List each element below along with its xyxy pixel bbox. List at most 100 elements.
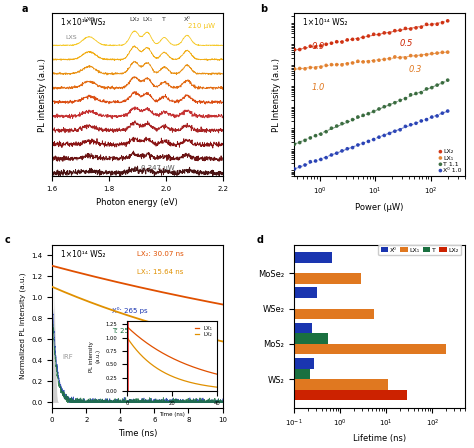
LX₂ — [333, 38, 340, 45]
T 1.1 — [328, 125, 335, 132]
LX₁ — [438, 49, 446, 56]
LX₁ — [317, 64, 325, 71]
Legend: LX₂, LX₁, T 1.1, X⁰ 1.0: LX₂, LX₁, T 1.1, X⁰ 1.0 — [439, 149, 461, 173]
LX₂ — [344, 36, 351, 43]
X⁰ 1.0 — [412, 120, 420, 127]
LX₁ — [375, 56, 383, 64]
Text: d: d — [256, 235, 264, 245]
Bar — [0, 369, 310, 379]
Text: LX₁: 15.64 ns: LX₁: 15.64 ns — [137, 269, 184, 275]
Bar — [0, 379, 388, 390]
LX₁ — [418, 52, 425, 59]
LX₂ — [412, 24, 420, 31]
LX₁ — [433, 50, 441, 57]
LX₁ — [307, 64, 314, 71]
Legend: X⁰, LX₁, T, LX₂: X⁰, LX₁, T, LX₂ — [378, 245, 461, 255]
T 1.1 — [407, 91, 414, 99]
T 1.1 — [307, 134, 314, 142]
T 1.1 — [444, 77, 451, 84]
T 1.1 — [317, 130, 325, 138]
LX₂ — [396, 26, 404, 34]
LX₂ — [370, 31, 377, 38]
Text: LX₂: 30.07 ns: LX₂: 30.07 ns — [137, 251, 184, 257]
T 1.1 — [365, 110, 372, 117]
LX₁ — [407, 52, 414, 59]
LX₂ — [359, 34, 367, 41]
T 1.1 — [359, 112, 367, 119]
X⁰ 1.0 — [433, 112, 441, 120]
X⁰ 1.0 — [381, 132, 388, 139]
LX₂ — [296, 46, 303, 53]
LX₁ — [338, 61, 346, 69]
LX₂ — [322, 41, 330, 48]
Text: 1×10¹⁴ WS₂: 1×10¹⁴ WS₂ — [61, 250, 105, 258]
Y-axis label: Normalized PL intensity (a.u.): Normalized PL intensity (a.u.) — [19, 273, 26, 379]
LX₁ — [370, 57, 377, 65]
X-axis label: Time (ns): Time (ns) — [118, 429, 157, 438]
Text: X⁰: X⁰ — [183, 17, 191, 22]
X-axis label: Power (μW): Power (μW) — [355, 203, 403, 212]
LX₂ — [312, 43, 319, 51]
X⁰ 1.0 — [391, 128, 399, 135]
LX₁ — [291, 65, 298, 73]
Text: 0.3: 0.3 — [408, 65, 422, 74]
LX₂ — [307, 43, 314, 50]
Y-axis label: PL intensity (a.u.): PL intensity (a.u.) — [37, 58, 46, 132]
Text: LXS: LXS — [83, 17, 95, 22]
LX₂ — [438, 19, 446, 26]
X⁰ 1.0 — [423, 116, 430, 123]
LX₂ — [338, 39, 346, 46]
X⁰ 1.0 — [418, 117, 425, 125]
Bar — [0, 358, 314, 369]
X⁰ 1.0 — [296, 163, 303, 170]
LX₁ — [396, 54, 404, 61]
LX₂ — [433, 21, 441, 28]
LX₂ — [375, 31, 383, 38]
T 1.1 — [312, 132, 319, 139]
LX₁ — [322, 62, 330, 69]
T 1.1 — [428, 84, 436, 91]
Bar — [0, 344, 446, 354]
T 1.1 — [354, 113, 362, 121]
X⁰ 1.0 — [396, 126, 404, 134]
X⁰ 1.0 — [301, 161, 309, 168]
T 1.1 — [301, 137, 309, 144]
LX₁ — [301, 65, 309, 73]
Bar — [0, 288, 318, 298]
LX₂ — [423, 21, 430, 28]
X⁰ 1.0 — [317, 156, 325, 163]
LX₁ — [423, 51, 430, 58]
T 1.1 — [433, 82, 441, 89]
LX₂ — [349, 36, 356, 43]
Bar — [0, 390, 407, 400]
X⁰ 1.0 — [375, 134, 383, 141]
X-axis label: Photon energy (eV): Photon energy (eV) — [97, 198, 178, 207]
LX₁ — [381, 56, 388, 63]
Bar — [0, 309, 374, 319]
LX₂ — [365, 32, 372, 39]
LX₁ — [386, 55, 393, 62]
LX₁ — [391, 53, 399, 60]
T 1.1 — [291, 141, 298, 148]
Text: T: 257 ps: T: 257 ps — [112, 328, 144, 334]
Text: 0.9: 0.9 — [311, 42, 325, 51]
T 1.1 — [349, 116, 356, 123]
X⁰ 1.0 — [307, 158, 314, 165]
Bar — [0, 323, 312, 333]
Text: IRF: IRF — [63, 354, 73, 360]
LX₂ — [381, 29, 388, 36]
Bar — [0, 333, 328, 344]
LX₁ — [401, 54, 409, 61]
T 1.1 — [401, 95, 409, 102]
T 1.1 — [386, 101, 393, 108]
LX₂ — [328, 39, 335, 47]
Text: X⁰: 265 ps: X⁰: 265 ps — [112, 307, 147, 314]
LX₁ — [428, 50, 436, 57]
Y-axis label: PL Intensity (a.u.): PL Intensity (a.u.) — [272, 58, 281, 132]
T 1.1 — [423, 86, 430, 93]
Bar — [0, 273, 361, 284]
Text: 1×10¹⁴ WS₂: 1×10¹⁴ WS₂ — [61, 18, 105, 27]
Text: c: c — [4, 235, 10, 245]
T 1.1 — [322, 128, 330, 135]
T 1.1 — [438, 79, 446, 86]
